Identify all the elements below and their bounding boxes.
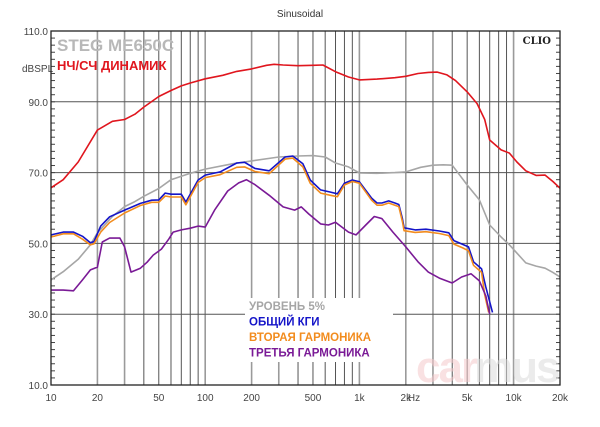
series-lines xyxy=(50,63,561,315)
legend-entry: ТРЕТЬЯ ГАРМОНИКА xyxy=(249,348,370,360)
watermark: car mus xyxy=(416,343,561,392)
watermark-mus: mus xyxy=(474,343,559,392)
x-axis-label: Hz xyxy=(408,393,420,404)
x-tick-label: 1k xyxy=(354,393,366,404)
x-tick-label: 200 xyxy=(243,393,260,404)
driver-type: НЧ/СЧ ДИНАМИК xyxy=(57,58,166,73)
legend-entry: ВТОРАЯ ГАРМОНИКА xyxy=(249,332,371,344)
chart-title: Sinusoidal xyxy=(277,9,323,20)
x-tick-label: 20k xyxy=(552,393,569,404)
x-axis-ticks: 10 20 50 100 200 500 1k 2k 5k 10k 20k xyxy=(45,393,569,404)
y-tick-label: 110.0 xyxy=(24,27,49,38)
y-axis-ticks: 110.0 90.0 70.0 50.0 30.0 10.0 xyxy=(24,27,49,392)
legend: УРОВЕНЬ 5% ОБЩИЙ КГИ ВТОРАЯ ГАРМОНИКА ТРЕТЬ… xyxy=(245,298,393,362)
legend-entry: ОБЩИЙ КГИ xyxy=(249,316,319,329)
x-tick-label: 500 xyxy=(305,393,322,404)
series-line xyxy=(50,157,490,313)
x-tick-label: 100 xyxy=(197,393,214,404)
legend-entry: УРОВЕНЬ 5% xyxy=(249,301,325,313)
series-line xyxy=(50,154,561,281)
x-tick-label: 2k xyxy=(401,393,413,404)
y-tick-label: 10.0 xyxy=(29,381,49,392)
x-tick-label: 50 xyxy=(153,393,165,404)
legend-background xyxy=(245,298,393,362)
series-line xyxy=(50,155,494,313)
x-tick-label: 10k xyxy=(506,393,523,404)
series-line xyxy=(51,178,491,315)
y-axis-label: dBSPL xyxy=(22,64,54,75)
model-name: STEG ME650C xyxy=(57,36,174,55)
y-tick-label: 50.0 xyxy=(29,239,49,250)
plot-frame xyxy=(50,30,561,386)
y-tick-label: 70.0 xyxy=(29,169,49,180)
x-tick-label: 5k xyxy=(462,393,474,404)
x-tick-label: 10 xyxy=(45,393,57,404)
watermark-car: car xyxy=(416,343,478,392)
clio-logo: CLIO xyxy=(523,36,552,47)
y-tick-label: 90.0 xyxy=(29,98,49,109)
x-tick-label: 20 xyxy=(92,393,104,404)
series-line xyxy=(50,63,561,189)
y-tick-label: 30.0 xyxy=(29,310,49,321)
